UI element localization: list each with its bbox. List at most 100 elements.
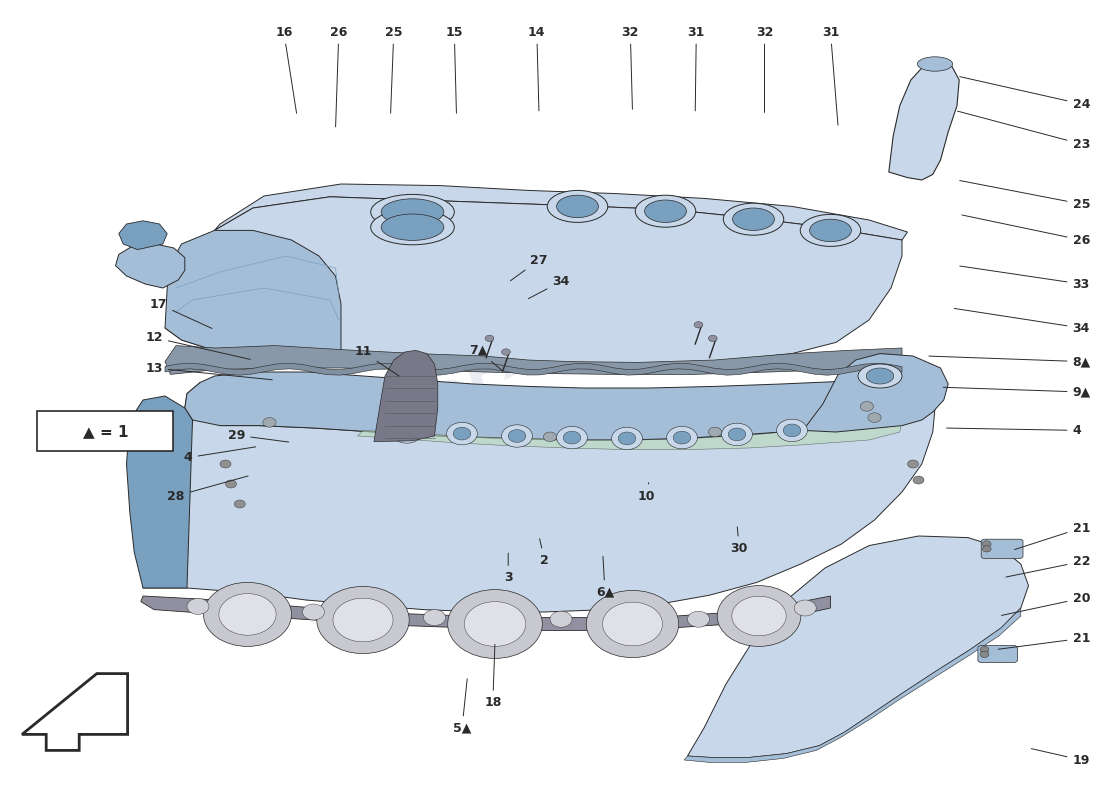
Polygon shape — [684, 608, 1021, 762]
Circle shape — [908, 460, 918, 468]
Circle shape — [982, 541, 991, 547]
Text: 13: 13 — [145, 362, 272, 380]
Text: 8▲: 8▲ — [930, 355, 1091, 368]
Text: 18: 18 — [484, 644, 502, 709]
Circle shape — [502, 425, 532, 447]
Circle shape — [448, 590, 542, 658]
Ellipse shape — [371, 210, 454, 245]
Circle shape — [708, 335, 717, 342]
Circle shape — [667, 426, 697, 449]
Text: 32: 32 — [756, 26, 773, 113]
Circle shape — [464, 602, 526, 646]
Text: 4: 4 — [184, 447, 256, 464]
Text: 19: 19 — [1031, 749, 1090, 766]
Text: ▲ = 1: ▲ = 1 — [82, 424, 129, 438]
Polygon shape — [141, 596, 830, 630]
Circle shape — [612, 427, 642, 450]
Ellipse shape — [867, 368, 893, 384]
Circle shape — [913, 476, 924, 484]
Text: 25: 25 — [385, 26, 403, 114]
Text: 26: 26 — [961, 215, 1090, 246]
Polygon shape — [165, 346, 902, 374]
Text: 6▲: 6▲ — [596, 556, 614, 598]
Circle shape — [783, 424, 801, 437]
Ellipse shape — [801, 214, 860, 246]
Polygon shape — [185, 372, 940, 440]
Polygon shape — [214, 184, 907, 240]
Circle shape — [302, 604, 324, 620]
Polygon shape — [374, 350, 438, 442]
Text: 4: 4 — [947, 424, 1081, 437]
Text: 34: 34 — [528, 275, 570, 298]
Circle shape — [586, 590, 679, 658]
Circle shape — [732, 596, 786, 636]
Polygon shape — [803, 354, 948, 432]
Text: 10: 10 — [638, 482, 656, 502]
Polygon shape — [165, 363, 902, 375]
Circle shape — [550, 611, 572, 627]
Polygon shape — [889, 61, 959, 180]
Text: 26: 26 — [330, 26, 348, 127]
Ellipse shape — [733, 208, 774, 230]
Text: 16: 16 — [275, 26, 297, 114]
Circle shape — [728, 428, 746, 441]
Text: 27: 27 — [510, 254, 548, 281]
Circle shape — [204, 582, 292, 646]
Ellipse shape — [557, 195, 598, 218]
Text: 32: 32 — [621, 26, 639, 110]
Circle shape — [485, 335, 494, 342]
Circle shape — [722, 423, 752, 446]
FancyBboxPatch shape — [978, 646, 1018, 662]
Ellipse shape — [724, 203, 784, 235]
Ellipse shape — [548, 190, 607, 222]
Ellipse shape — [917, 57, 953, 71]
Text: 2: 2 — [540, 538, 549, 566]
Text: 25: 25 — [959, 181, 1090, 210]
Ellipse shape — [858, 364, 902, 388]
Circle shape — [453, 427, 471, 440]
Text: 5▲: 5▲ — [453, 678, 471, 734]
Circle shape — [424, 610, 446, 626]
Text: 20: 20 — [1001, 592, 1090, 615]
Circle shape — [982, 546, 991, 552]
Text: 22: 22 — [1005, 555, 1090, 577]
Text: 28: 28 — [167, 476, 249, 502]
Polygon shape — [126, 396, 192, 588]
Circle shape — [447, 422, 477, 445]
Circle shape — [673, 431, 691, 444]
Text: 15: 15 — [446, 26, 463, 114]
Circle shape — [502, 349, 510, 355]
Text: 31: 31 — [822, 26, 839, 126]
Circle shape — [980, 646, 989, 653]
Text: 9▲: 9▲ — [944, 386, 1091, 398]
Text: 23: 23 — [957, 111, 1090, 150]
Circle shape — [543, 432, 557, 442]
Text: 29: 29 — [228, 429, 288, 442]
Circle shape — [708, 427, 722, 437]
Circle shape — [868, 413, 881, 422]
Circle shape — [777, 419, 807, 442]
Text: 14: 14 — [528, 26, 546, 111]
Text: 11: 11 — [354, 346, 399, 376]
Circle shape — [392, 421, 422, 443]
Ellipse shape — [636, 195, 695, 227]
Text: a passion for excellence since 1985: a passion for excellence since 1985 — [349, 418, 619, 574]
Circle shape — [618, 432, 636, 445]
Circle shape — [398, 426, 416, 438]
Text: 33: 33 — [959, 266, 1090, 290]
Polygon shape — [358, 420, 902, 450]
Circle shape — [694, 322, 703, 328]
Circle shape — [317, 586, 409, 654]
Polygon shape — [116, 243, 185, 288]
Text: 31: 31 — [688, 26, 705, 111]
Ellipse shape — [371, 194, 454, 230]
FancyBboxPatch shape — [981, 539, 1023, 558]
Circle shape — [226, 480, 236, 488]
Text: 24: 24 — [959, 77, 1090, 110]
Circle shape — [688, 611, 710, 627]
Ellipse shape — [810, 219, 851, 242]
Text: 34: 34 — [954, 309, 1090, 334]
Polygon shape — [165, 197, 902, 364]
Text: 3: 3 — [504, 553, 513, 584]
Circle shape — [980, 651, 989, 658]
